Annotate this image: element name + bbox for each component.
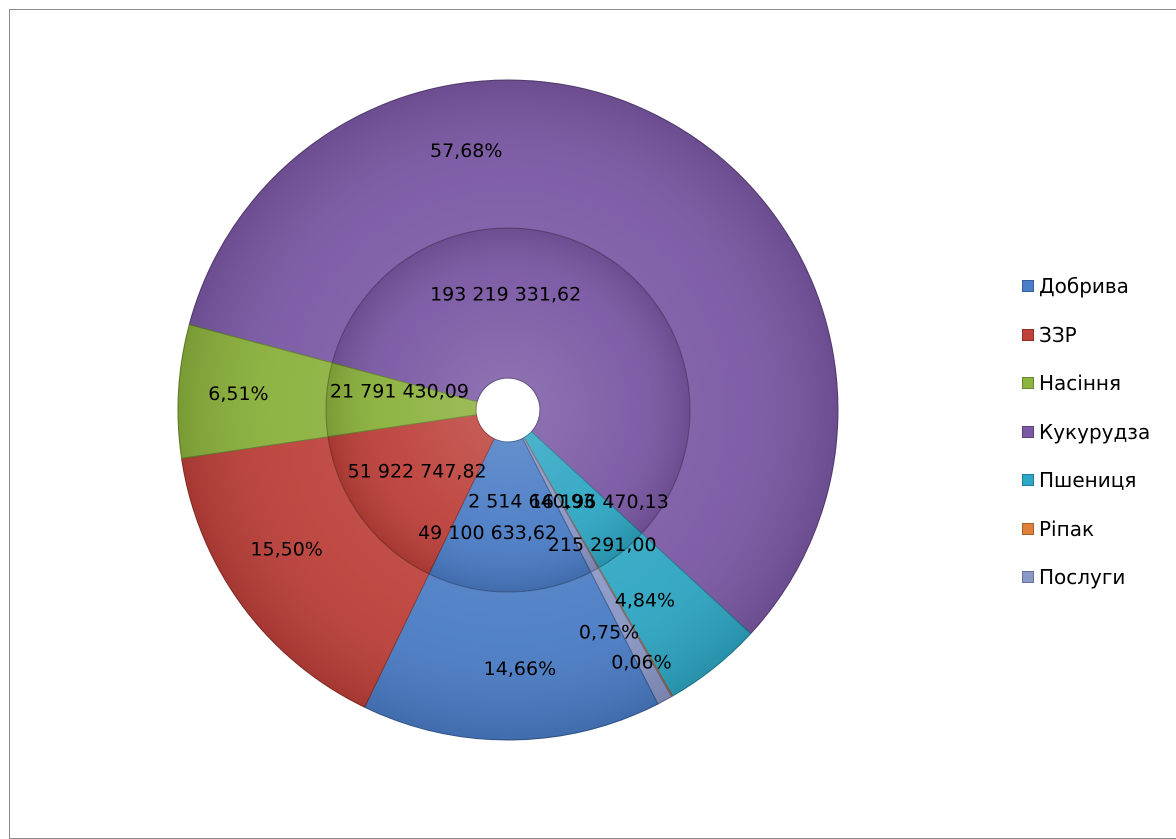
legend-label: Добрива bbox=[1039, 274, 1129, 299]
legend-label: Пшениця bbox=[1039, 468, 1137, 493]
legend-item-насіння: Насіння bbox=[1022, 359, 1176, 408]
outer-label-пшениця: 4,84% bbox=[615, 589, 675, 611]
inner-label-насіння: 21 791 430,09 bbox=[330, 381, 469, 403]
legend-item-пшениця: Пшениця bbox=[1022, 456, 1176, 505]
legend-swatch bbox=[1022, 474, 1034, 487]
legend-item-кукурудза: Кукурудза bbox=[1022, 408, 1176, 457]
inner-ring-shine bbox=[325, 228, 690, 592]
outer-ring-shine bbox=[178, 79, 839, 741]
legend-item-послуги: Послуги bbox=[1022, 553, 1176, 602]
legend-swatch bbox=[1022, 280, 1034, 293]
legend: Добрива ЗЗР Насіння Кукурудза Пшениця Ріпак По… bbox=[1022, 262, 1176, 602]
legend-item-ріпак: Ріпак bbox=[1022, 505, 1176, 554]
outer-label-ріпак: 0,06% bbox=[611, 651, 671, 673]
outer-label-добрива: 14,66% bbox=[484, 658, 556, 680]
inner-label-добрива: 49 100 633,62 bbox=[418, 522, 557, 544]
legend-label: Насіння bbox=[1039, 371, 1122, 396]
outer-label-насіння: 6,51% bbox=[208, 383, 268, 405]
data-labels: 57,68% 4,84% 0,06% 0,75% 14,66% 15,50% 6,51% 19… bbox=[208, 140, 675, 680]
outer-label-послуги: 0,75% bbox=[579, 622, 639, 644]
legend-swatch bbox=[1022, 522, 1034, 535]
inner-label-пшениця: 16 196 470,13 bbox=[530, 491, 669, 513]
legend-label: Послуги bbox=[1039, 565, 1126, 590]
inner-label-послуги: 2 514 640,93 bbox=[468, 491, 595, 513]
inner-label-кукурудза: 193 219 331,62 bbox=[430, 284, 581, 306]
legend-swatch bbox=[1022, 571, 1034, 584]
legend-label: Ріпак bbox=[1039, 516, 1095, 541]
outer-label-кукурудза: 57,68% bbox=[430, 140, 502, 162]
legend-item-добрива: Добрива bbox=[1022, 262, 1176, 311]
legend-swatch bbox=[1022, 328, 1034, 341]
inner-label-ріпак: 215 291,00 bbox=[548, 534, 657, 556]
inner-label-ззр: 51 922 747,82 bbox=[348, 461, 487, 483]
legend-label: ЗЗР bbox=[1039, 322, 1077, 347]
legend-item-ззр: ЗЗР bbox=[1022, 311, 1176, 360]
legend-swatch bbox=[1022, 377, 1034, 390]
legend-label: Кукурудза bbox=[1039, 419, 1151, 444]
outer-label-ззр: 15,50% bbox=[250, 539, 322, 561]
legend-swatch bbox=[1022, 425, 1034, 438]
